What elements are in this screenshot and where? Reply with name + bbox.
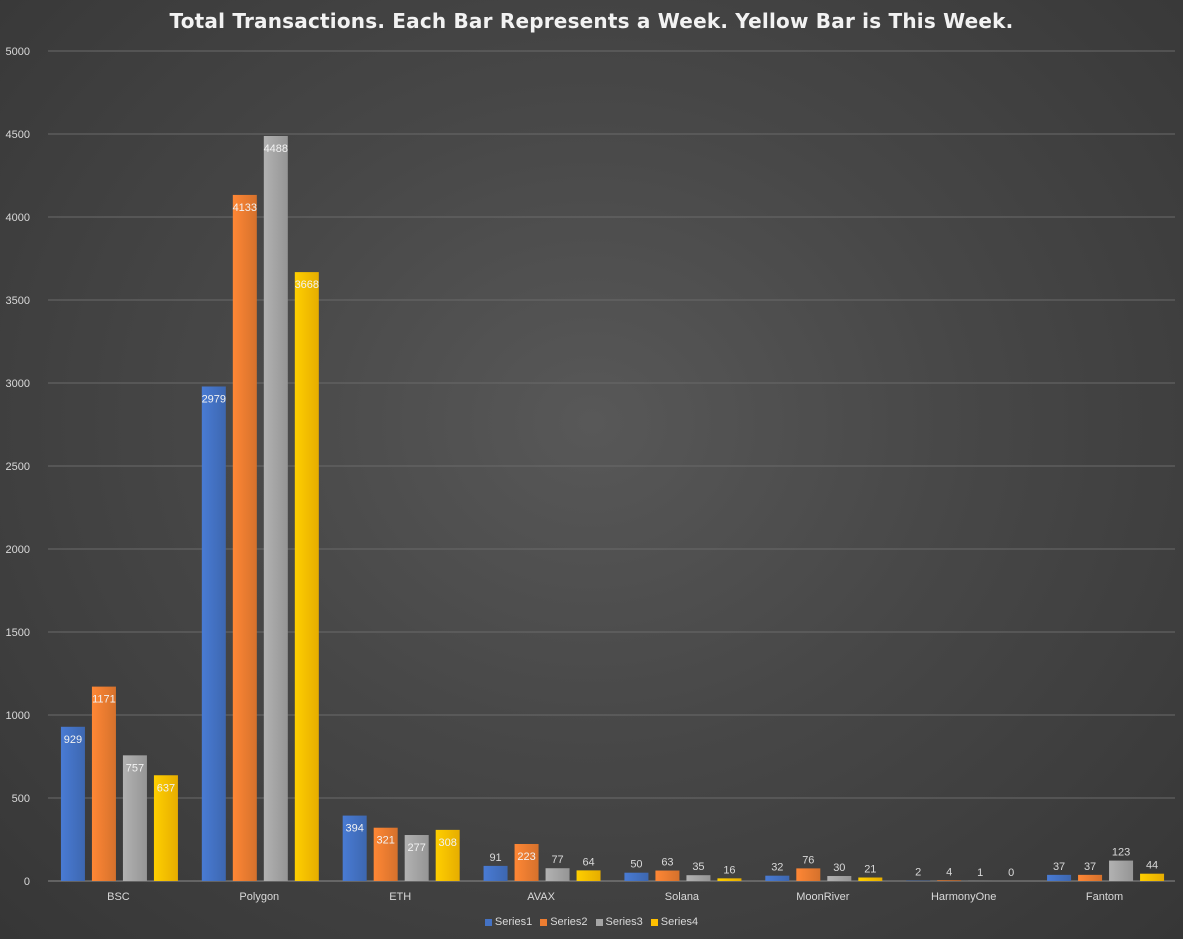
data-label: 2979 (202, 393, 226, 405)
legend-entry: Series4 (650, 916, 699, 928)
data-label: 50 (630, 859, 642, 871)
y-tick-label: 1500 (6, 627, 30, 639)
bar-series1-bsc (60, 726, 85, 881)
data-label: 929 (64, 734, 82, 746)
chart-title: Total Transactions. Each Bar Represents … (169, 9, 1014, 33)
y-tick-label: 0 (24, 876, 30, 888)
data-label: 16 (723, 864, 735, 876)
y-tick-label: 4000 (6, 212, 30, 224)
data-label: 4488 (264, 143, 288, 155)
data-label: 277 (408, 842, 426, 854)
data-label: 4133 (233, 202, 257, 214)
bar-series4-avax (576, 870, 601, 881)
bar-series3-bsc (122, 755, 147, 881)
data-label: 3668 (295, 279, 319, 291)
bar-series1-avax (483, 865, 508, 881)
y-tick-label: 3500 (6, 295, 30, 307)
data-label: 64 (582, 856, 594, 868)
data-label: 394 (346, 823, 364, 835)
data-label: 308 (439, 837, 457, 849)
bar-series2-eth (373, 827, 398, 881)
legend-swatch (650, 918, 658, 926)
x-tick-label: Solana (665, 891, 700, 903)
legend-swatch (540, 918, 548, 926)
bar-series2-harmonyone (937, 880, 962, 881)
data-label: 63 (661, 857, 673, 869)
data-label: 321 (377, 835, 395, 847)
bar-series3-eth (404, 835, 429, 881)
y-tick-label: 2500 (6, 461, 30, 473)
bar-series3-solana (686, 875, 711, 881)
bar-series3-polygon (263, 135, 288, 881)
x-tick-label: MoonRiver (796, 891, 850, 903)
bar-series2-fantom (1078, 874, 1103, 881)
legend-label: Series1 (494, 916, 533, 928)
legend-swatch (484, 918, 492, 926)
legend-entry: Series3 (595, 916, 643, 928)
data-label: 123 (1112, 847, 1130, 859)
legend-swatch (595, 918, 603, 926)
y-tick-label: 1000 (6, 710, 30, 722)
bar-series1-solana (624, 872, 649, 881)
bar-series2-bsc (91, 686, 116, 881)
data-label: 76 (802, 854, 814, 866)
bar-series4-bsc (153, 775, 178, 881)
data-label: 37 (1053, 861, 1065, 873)
bar-series3-moonriver (827, 876, 852, 881)
data-label: 35 (692, 861, 704, 873)
bar-series1-eth (342, 815, 367, 881)
bar-series4-solana (717, 878, 742, 881)
bar-series1-polygon (201, 386, 226, 881)
data-label: 32 (771, 862, 783, 874)
data-label: 37 (1084, 861, 1096, 873)
data-label: 77 (551, 854, 563, 866)
y-tick-label: 2000 (6, 544, 30, 556)
data-label: 30 (833, 862, 845, 874)
x-tick-label: Fantom (1086, 891, 1123, 903)
chart-legend: Series1 Series2 Series3 Series4 (0, 916, 1183, 928)
bar-series1-fantom (1047, 874, 1072, 881)
legend-entry: Series2 (540, 916, 588, 928)
legend-label: Series2 (550, 916, 588, 928)
bar-series2-polygon (232, 194, 257, 881)
y-tick-label: 4500 (6, 129, 30, 141)
x-tick-label: BSC (107, 891, 130, 903)
legend-label: Series4 (660, 916, 699, 928)
data-label: 44 (1146, 860, 1158, 872)
y-tick-label: 5000 (6, 46, 30, 58)
x-tick-label: HarmonyOne (931, 891, 996, 903)
data-label: 21 (864, 864, 876, 876)
data-label: 223 (517, 851, 535, 863)
data-label: 0 (1008, 867, 1014, 879)
y-tick-label: 3000 (6, 378, 30, 390)
bar-series1-moonriver (765, 875, 790, 881)
legend-entry: Series1 (484, 916, 533, 928)
x-tick-label: Polygon (239, 891, 279, 903)
data-label: 91 (489, 852, 501, 864)
bar-series3-fantom (1109, 860, 1134, 881)
data-label: 1 (977, 867, 983, 879)
legend-label: Series3 (605, 916, 643, 928)
bar-series2-moonriver (796, 868, 821, 881)
bar-series4-eth (435, 829, 460, 881)
x-tick-label: ETH (389, 891, 411, 903)
data-label: 1171 (92, 694, 116, 706)
bar-series2-solana (655, 870, 680, 881)
x-tick-label: AVAX (527, 891, 555, 903)
data-label: 2 (915, 867, 921, 879)
bar-series3-avax (545, 868, 570, 881)
data-label: 637 (157, 782, 175, 794)
y-tick-label: 500 (12, 793, 30, 805)
data-label: 4 (946, 866, 952, 878)
bar-series4-fantom (1140, 873, 1165, 881)
data-label: 757 (126, 762, 144, 774)
bar-series4-polygon (294, 272, 319, 881)
bar-series2-avax (514, 843, 539, 881)
bar-series4-moonriver (858, 877, 883, 881)
